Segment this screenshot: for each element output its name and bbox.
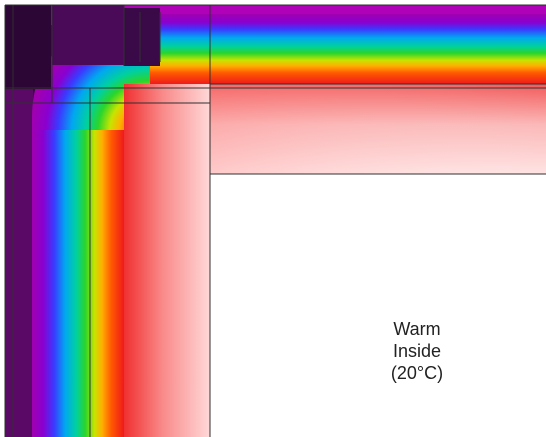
warm-zone-left [124, 84, 210, 437]
frame-block-left [5, 5, 51, 89]
left-isotherm-bands [32, 130, 124, 437]
construction-gridlines [4, 4, 546, 437]
top-isotherm-bands [150, 14, 546, 84]
frame-post [124, 8, 160, 66]
warm-interior-region [210, 174, 546, 437]
warm-inside-annotation: Warm Inside (20°C) [377, 318, 457, 384]
frame-block-top [52, 5, 124, 65]
annotation-line-3: (20°C) [390, 363, 444, 383]
annotation-line-2: Inside [392, 341, 442, 361]
annotation-line-1: Warm [393, 319, 441, 339]
